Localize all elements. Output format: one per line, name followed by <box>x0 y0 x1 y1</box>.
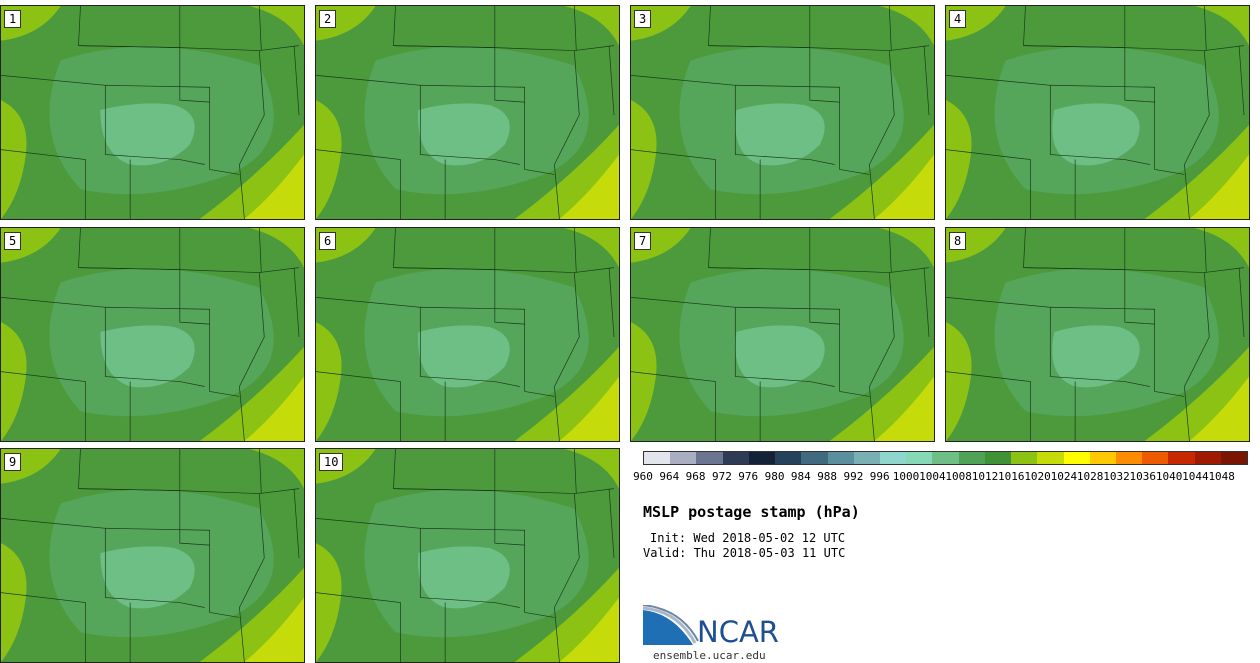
colorbar-tick-1012: 1012 <box>971 470 999 483</box>
map-panel-5: 5 <box>0 227 305 442</box>
colorbar-tick-1044: 1044 <box>1182 470 1209 483</box>
map-panel-7: 7 <box>630 227 935 442</box>
colorbar-tick-980: 980 <box>764 470 785 483</box>
colorbar-tick-1032: 1032 <box>1103 470 1130 483</box>
colorbar-swatch-972 <box>722 452 749 464</box>
map-field <box>1 228 304 441</box>
colorbar-swatch-964 <box>670 452 697 464</box>
colorbar-swatch-1000 <box>906 452 933 464</box>
map-field <box>631 228 934 441</box>
panel-number: 8 <box>949 232 967 250</box>
colorbar-swatch-1048 <box>1220 452 1248 464</box>
colorbar-swatch-1036 <box>1142 452 1169 464</box>
colorbar-tick-1008: 1008 <box>945 470 972 483</box>
map-field <box>1 449 304 662</box>
colorbar-tick-988: 988 <box>817 470 838 483</box>
panel-number: 2 <box>319 10 337 28</box>
colorbar-swatch-1044 <box>1194 452 1221 464</box>
colorbar-tick-964: 964 <box>659 470 680 483</box>
map-panel-4: 4 <box>945 5 1250 220</box>
map-field <box>316 6 619 219</box>
map-field <box>316 449 619 662</box>
colorbar-swatch-1028 <box>1089 452 1116 464</box>
colorbar-swatch-976 <box>748 452 776 464</box>
map-panel-3: 3 <box>630 5 935 220</box>
map-field <box>1 6 304 219</box>
map-panel-9: 9 <box>0 448 305 663</box>
panel-number: 10 <box>319 453 344 471</box>
colorbar-swatch-968 <box>696 452 723 464</box>
colorbar-tick-1024: 1024 <box>1050 470 1078 483</box>
mslp-colorbar <box>643 451 1248 465</box>
colorbar-tick-1016: 1016 <box>998 470 1025 483</box>
colorbar-swatch-1032 <box>1115 452 1143 464</box>
colorbar-tick-1048: 1048 <box>1208 470 1235 483</box>
colorbar-swatch-1024 <box>1063 452 1090 464</box>
map-panel-6: 6 <box>315 227 620 442</box>
plot-title: MSLP postage stamp (hPa) <box>643 503 860 521</box>
colorbar-tick-labels: 960 964 968 972 976 980 984 988 992 996 1000 1004 10… <box>632 470 1260 484</box>
colorbar-tick-992: 992 <box>843 470 864 483</box>
colorbar-swatch-980 <box>775 452 802 464</box>
colorbar-tick-996: 996 <box>869 470 890 483</box>
colorbar-tick-972: 972 <box>711 470 732 483</box>
colorbar-swatch-1020 <box>1037 452 1064 464</box>
colorbar-tick-1004: 1004 <box>919 470 946 483</box>
ncar-logo-icon <box>643 605 699 645</box>
colorbar-tick-984: 984 <box>790 470 811 483</box>
init-time: Init: Wed 2018-05-02 12 UTC <box>650 531 846 545</box>
map-field <box>631 6 934 219</box>
map-field <box>946 6 1249 219</box>
colorbar-tick-960: 960 <box>633 470 653 483</box>
colorbar-tick-1020: 1020 <box>1024 470 1051 483</box>
colorbar-tick-1000: 1000 <box>892 470 920 483</box>
colorbar-swatch-960 <box>644 452 671 464</box>
ensemble-url[interactable]: ensemble.ucar.edu <box>653 649 766 662</box>
colorbar-swatch-992 <box>853 452 880 464</box>
colorbar-swatch-984 <box>801 452 828 464</box>
panel-number: 5 <box>4 232 22 250</box>
colorbar-tick-968: 968 <box>685 470 706 483</box>
colorbar-tick-1036: 1036 <box>1129 470 1157 483</box>
panel-number: 3 <box>634 10 652 28</box>
colorbar-swatch-1040 <box>1168 452 1195 464</box>
colorbar-tick-1040: 1040 <box>1155 470 1183 483</box>
colorbar-swatch-1008 <box>958 452 985 464</box>
colorbar-tick-976: 976 <box>738 470 759 483</box>
panel-number: 1 <box>4 10 22 28</box>
map-panel-10: 10 <box>315 448 620 663</box>
colorbar-swatch-1012 <box>984 452 1012 464</box>
valid-time: Valid: Thu 2018-05-03 11 UTC <box>643 546 846 560</box>
panel-number: 7 <box>634 232 652 250</box>
panel-number: 6 <box>319 232 337 250</box>
panel-number: 4 <box>949 10 967 28</box>
ncar-logo-text: NCAR <box>697 615 779 649</box>
panel-number: 9 <box>4 453 22 471</box>
colorbar-swatch-1016 <box>1011 452 1038 464</box>
colorbar-swatch-988 <box>827 452 854 464</box>
map-field <box>316 228 619 441</box>
colorbar-tick-1028: 1028 <box>1076 470 1104 483</box>
map-panel-8: 8 <box>945 227 1250 442</box>
map-panel-1: 1 <box>0 5 305 220</box>
colorbar-swatch-1004 <box>932 452 959 464</box>
map-field <box>946 228 1249 441</box>
colorbar-swatch-996 <box>879 452 907 464</box>
map-panel-2: 2 <box>315 5 620 220</box>
